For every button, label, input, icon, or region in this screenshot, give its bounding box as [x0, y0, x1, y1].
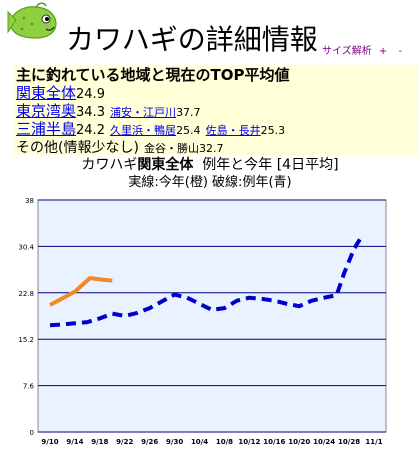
panel-heading: 主に釣れている地域と現在のTOP平均値	[16, 66, 290, 84]
subregion-link-urayasu[interactable]: 浦安・江戸川	[110, 106, 177, 119]
subregion-link-kurihama[interactable]: 久里浜・鴨居	[110, 124, 177, 137]
subregion-value: 37.7	[176, 106, 201, 119]
x-tick-label: 9/10	[41, 438, 58, 446]
region-row-other: その他(情報少なし) 金谷・勝山32.7	[16, 138, 224, 158]
y-tick-label: 7.6	[23, 383, 35, 391]
region-value: 34.3	[76, 105, 105, 120]
x-tick-label: 9/18	[91, 438, 108, 446]
x-tick-label: 10/28	[338, 438, 360, 446]
y-tick-label: 38	[25, 197, 34, 205]
chart-title-region: 関東全体	[137, 157, 194, 173]
x-tick-label: 9/14	[66, 438, 83, 446]
fish-logo-icon	[7, 2, 57, 39]
average-series-line	[49, 235, 364, 328]
subregion-value: 25.4	[176, 124, 201, 137]
other-label: その他(情報少なし)	[16, 140, 139, 156]
y-tick-label: 30.4	[18, 243, 34, 251]
region-link-tokyo-bay[interactable]: 東京湾奥	[16, 102, 77, 120]
chart-subtitle: 実線:今年(橙) 破線:例年(青)	[128, 175, 292, 190]
current-year-series-line	[49, 276, 113, 307]
overall-row: 関東全体24.9	[16, 84, 105, 104]
zoom-in-link[interactable]: +	[378, 46, 388, 57]
zoom-out-link[interactable]: -	[398, 46, 403, 57]
region-row-tokyo: 東京湾奥34.3 浦安・江戸川37.7	[16, 102, 201, 122]
other-sub-label: 金谷・勝山	[144, 142, 200, 155]
subregion-link-sajima[interactable]: 佐島・長井	[205, 124, 261, 137]
x-tick-label: 11/1	[365, 438, 382, 446]
x-tick-label: 9/22	[116, 438, 133, 446]
x-tick-label: 10/20	[288, 438, 310, 446]
x-tick-label: 10/4	[191, 438, 208, 446]
y-tick-label: 0	[30, 429, 34, 437]
region-link-miura[interactable]: 三浦半島	[16, 120, 77, 138]
plot-area	[37, 199, 387, 433]
region-link-overall[interactable]: 関東全体	[16, 84, 77, 102]
region-row-miura: 三浦半島24.2 久里浜・鴨居25.4 佐島・長井25.3	[16, 120, 285, 140]
y-tick-label: 15.2	[18, 336, 34, 344]
x-tick-label: 10/8	[216, 438, 233, 446]
x-tick-label: 9/26	[141, 438, 158, 446]
y-tick-label: 22.8	[18, 290, 34, 298]
size-trend-chart: 0 7.6 15.2 22.8 30.4 38 9/10 9/14 9/18 9/22 9/26 9/…	[18, 197, 387, 446]
x-tick-label: 10/12	[238, 438, 260, 446]
x-tick-label: 10/16	[263, 438, 285, 446]
page-header: カワハギの詳細情報 サイズ解析 + -	[0, 0, 420, 64]
region-value: 24.9	[76, 87, 105, 102]
x-tick-label: 9/30	[166, 438, 183, 446]
other-value: 32.7	[199, 142, 224, 155]
page-title: カワハギの詳細情報	[66, 23, 318, 56]
region-value: 24.2	[76, 123, 105, 138]
chart-title-suffix: 例年と今年 [4日平均]	[202, 157, 339, 173]
subregion-value: 25.3	[260, 124, 286, 137]
size-analysis-link[interactable]: サイズ解析	[322, 46, 372, 57]
top-regions-panel: 主に釣れている地域と現在のTOP平均値 関東全体24.9 東京湾奥34.3 浦安…	[14, 65, 418, 158]
header-links: サイズ解析 + -	[322, 42, 402, 57]
chart-title-species: カワハギ	[81, 157, 138, 173]
chart-title: カワハギ関東全体 例年と今年 [4日平均]	[0, 156, 420, 174]
x-tick-label: 10/24	[313, 438, 335, 446]
